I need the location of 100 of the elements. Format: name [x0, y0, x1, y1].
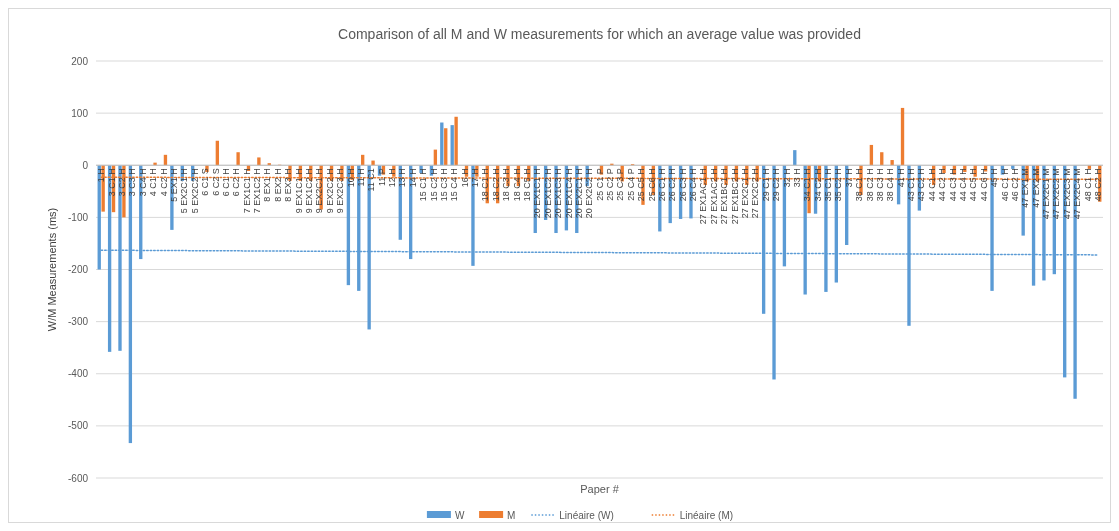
x-tick-label: 25 C6 H [646, 168, 657, 202]
x-tick-label: 12 H [387, 168, 398, 188]
x-tick-label: 44 C4 H [958, 168, 968, 202]
x-tick-label: 3 C4 H [137, 168, 148, 197]
x-tick-label: 47 EX2 M [1030, 168, 1041, 208]
bar [793, 150, 797, 166]
x-tick-label: 18 C4 H [511, 168, 522, 202]
x-tick-label: 7 EX1C1 H [241, 168, 252, 214]
x-tick-label: 20 EX1C3 H [553, 168, 564, 219]
x-tick-label: 46 C1 H [999, 168, 1010, 202]
bar [371, 160, 375, 166]
x-tick-label: 9 EX1C1 H [293, 168, 304, 214]
x-tick-label: 14 H [407, 168, 418, 188]
x-tick-label: 37 H [843, 168, 854, 188]
x-tick-label: 38 C3 H [874, 168, 885, 202]
y-axis-title: W/M Measurements (ms) [46, 207, 58, 332]
x-tick-label: 8 EX1 H [262, 168, 273, 202]
x-tick-label: 8 EX2 H [272, 168, 283, 202]
x-tick-label: 26 C1 H [656, 168, 667, 202]
y-tick-label: 0 [82, 159, 89, 171]
x-tick-label: 33 H [791, 168, 802, 188]
legend-label: W [454, 510, 465, 521]
x-tick-label: 26 C2 H [667, 168, 678, 202]
x-tick-label: 18 C5 H [521, 168, 532, 202]
x-tick-label: 9 EX2C2 H [324, 168, 335, 214]
x-tick-label: 18 C1 H [480, 168, 491, 202]
x-tick-label: 13 H [397, 168, 408, 188]
x-tick-label: 18 C3 H [501, 168, 512, 202]
x-tick-label: 38 C1 H [854, 168, 865, 202]
x-tick-label: 6 C2 H [231, 168, 242, 197]
x-tick-label: 20 EX1C2 H [542, 168, 553, 219]
x-tick-label: 17 H [470, 168, 481, 188]
x-tick-label: 9 EX2C3 H [335, 168, 346, 214]
x-tick-label: 15 C1 H [418, 168, 429, 202]
y-tick-label: -100 [67, 211, 89, 223]
legend-label: Linéaire (W) [559, 510, 614, 521]
bar [236, 152, 240, 166]
x-tick-label: 3 C2 H [117, 168, 128, 197]
x-tick-label: 9 EX1C2 H [303, 168, 314, 214]
x-tick-label: 27 EX2C1 H [739, 168, 750, 219]
x-tick-label: 32 H [781, 168, 792, 188]
x-tick-label: 5 EX1 H [169, 168, 180, 202]
x-tick-label: 45 H [989, 168, 1000, 188]
x-tick-label: 47 EX2C4 M [1072, 168, 1083, 220]
x-tick-label: 29 C1 H [760, 168, 771, 202]
x-tick-label: 29 C2 H [771, 168, 782, 202]
x-tick-label: 47 EX2C3 M [1061, 168, 1072, 220]
x-tick-label: 34 C2 H [812, 168, 823, 202]
x-tick-label: 25 C2 P [605, 168, 616, 201]
x-tick-label: 38 C4 H [885, 168, 896, 202]
bar [900, 107, 905, 166]
x-tick-label: 26 C4 H [688, 168, 699, 202]
x-tick-label: 44 C1 H [926, 168, 937, 202]
x-tick-label: 1 H [96, 168, 107, 183]
x-tick-label: 10 H [345, 168, 356, 188]
x-tick-label: 6 C2 S [210, 168, 221, 196]
x-tick-label: 48 C2 H [1092, 168, 1103, 202]
x-tick-label: 20 EX2C1 H [573, 168, 584, 219]
x-tick-label: 44 C2 H [937, 168, 948, 202]
x-axis-title: Paper # [580, 483, 620, 495]
x-tick-label: 15 C3 H [438, 168, 449, 202]
chart-title: Comparison of all M and W measurements for which an average value was provided [338, 26, 861, 42]
x-tick-label: 27 EX1BC2 H [729, 168, 740, 225]
x-tick-label: 41 H [895, 168, 906, 188]
bar [444, 128, 448, 166]
x-tick-label: 35 C1 H [823, 168, 834, 202]
x-tick-label: 4 C2 H [158, 168, 169, 197]
x-tick-label: 27 EX1AC1 H [698, 168, 709, 225]
x-tick-label: 5 EX2C2 H [189, 168, 200, 214]
y-tick-label: -500 [67, 420, 89, 432]
y-tick-label: -200 [67, 264, 89, 275]
x-tick-label: 25 C3 P [615, 168, 626, 201]
y-tick-label: 200 [71, 55, 89, 67]
bar [257, 157, 261, 166]
x-tick-label: 48 C1 H [1082, 168, 1093, 202]
y-tick-label: -600 [67, 472, 89, 484]
bar [450, 125, 454, 166]
x-tick-label: 46 C2 H [1009, 168, 1020, 202]
x-tick-label: 18 C2 H [490, 168, 501, 202]
x-tick-label: 27 EX1AC2 H [708, 168, 719, 225]
bar [454, 116, 458, 166]
x-tick-label: 11 H [355, 168, 366, 187]
x-tick-label: 26 C3 H [677, 168, 688, 202]
x-tick-label: 25 C1 P [594, 168, 605, 201]
x-tick-label: 20 EX2C2 H [584, 168, 595, 219]
y-tick-label: -300 [67, 316, 89, 328]
x-tick-label: 4 C1 H [148, 168, 159, 197]
x-tick-label: 43 C2 H [916, 168, 927, 202]
x-tick-label: 7 EX1C2 H [252, 168, 263, 214]
x-tick-label: 3 C1 H [106, 168, 117, 197]
x-tick-label: 35 C2 H [833, 168, 844, 202]
x-tick-label: 9 EX2C1 H [314, 168, 325, 214]
x-tick-label: 44 C5 H [968, 168, 979, 202]
x-tick-label: 47 EX1 M [1020, 168, 1031, 208]
x-tick-label: 3 C3 H [127, 168, 138, 197]
x-tick-label: 44 C3 H [947, 168, 958, 202]
legend-label: M [507, 510, 516, 521]
x-tick-label: 15 C2 H [428, 168, 439, 202]
x-tick-label: 47 EX2C1 M [1041, 168, 1052, 220]
x-tick-label: 38 C2 H [864, 168, 875, 202]
